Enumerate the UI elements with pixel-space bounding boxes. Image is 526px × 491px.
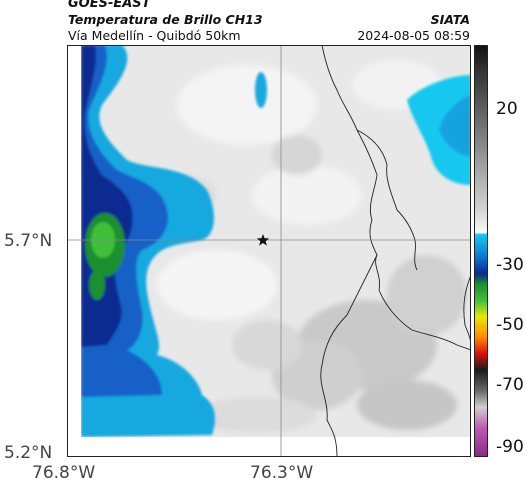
route-subtitle: Vía Medellín - Quibdó 50km (68, 28, 241, 43)
colorbar-tick-label: -50 (496, 315, 524, 335)
department-boundaries (320, 45, 471, 457)
datetime-label: 2024-08-05 08:59 (357, 28, 470, 43)
colorbar-tick-label: -90 (496, 437, 524, 457)
convective-cloud-left (81, 45, 267, 437)
colorbar-tick-label: -70 (496, 375, 524, 395)
lon-tick-label: 76.3°W (250, 463, 314, 483)
lat-tick-label: 5.2°N (4, 443, 53, 463)
colorbar-tick-label: -30 (496, 255, 524, 275)
star-icon (256, 234, 270, 246)
brightness-temperature-map (67, 45, 471, 457)
colorbar (474, 45, 488, 457)
colorbar-tick-label: 20 (496, 99, 518, 119)
convective-cloud-right (407, 75, 471, 185)
product-title: Temperatura de Brillo CH13 (68, 12, 263, 27)
lon-tick-label: 76.8°W (32, 463, 96, 483)
organization-label: SIATA (430, 12, 470, 27)
lat-tick-label: 5.7°N (4, 231, 53, 251)
satellite-title: GOES-EAST (68, 0, 151, 11)
